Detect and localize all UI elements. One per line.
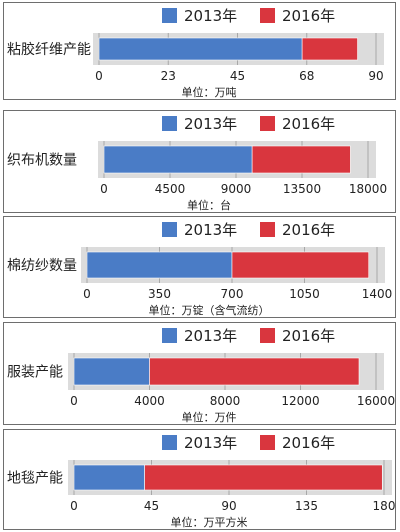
- chart-panel-viscose: 2013年 2016年粘胶纤维产能 0 23 45 68 90 单位：万吨: [3, 2, 396, 100]
- tick-label: 23: [161, 69, 176, 83]
- legend-swatch-2013: [162, 222, 177, 237]
- tick-label: 68: [299, 69, 314, 83]
- tick-label: 4000: [134, 394, 165, 408]
- tick-label: 4500: [155, 182, 186, 196]
- bar-2013: [73, 464, 145, 491]
- legend-label-2016: 2016年: [282, 7, 335, 25]
- tick-label: 135: [295, 499, 318, 513]
- legend-swatch-2013: [162, 116, 177, 131]
- bar-2016: [301, 37, 358, 61]
- unit-label: 单位：万平方米: [171, 515, 248, 529]
- tick-label: 18000: [349, 182, 387, 196]
- bar-2016: [231, 251, 370, 279]
- category-label: 地毯产能: [7, 471, 63, 487]
- tick-label: 0: [100, 182, 108, 196]
- unit-label: 单位：台: [187, 198, 231, 212]
- category-label: 粘胶纤维产能: [7, 41, 91, 58]
- bar-2016: [149, 357, 360, 386]
- chart-panel-looms: 2013年 2016年织布机数量 0 4500 9000 13500 18000 单位：台: [3, 110, 396, 213]
- legend-label-2013: 2013年: [184, 115, 237, 133]
- bar-2016: [251, 145, 351, 174]
- tick-label: 180: [373, 499, 396, 513]
- tick-label: 9000: [221, 182, 252, 196]
- category-label: 棉纺纱数量: [7, 257, 77, 274]
- unit-label: 单位：万件: [182, 410, 237, 424]
- chart-panel-spindles: 2013年 2016年棉纺纱数量 0 350 700 1050 1400 单位：万锭（含气流纺…: [3, 216, 396, 318]
- bar-2013: [73, 357, 150, 386]
- legend-swatch-2016: [260, 116, 275, 131]
- tick-label: 45: [144, 499, 159, 513]
- tick-label: 0: [95, 69, 103, 83]
- legend-swatch-2013: [162, 8, 177, 23]
- tick-label: 90: [368, 69, 383, 83]
- tick-label: 16000: [357, 394, 395, 408]
- legend-label-2013: 2013年: [184, 221, 237, 239]
- legend-label-2013: 2013年: [184, 327, 237, 345]
- legend-label-2016: 2016年: [282, 115, 335, 133]
- chart-panel-carpets: 2013年 2016年地毯产能 0 45 90 135 180 单位：万平方米: [3, 429, 396, 530]
- bar-2016: [144, 464, 383, 491]
- legend-label-2016: 2016年: [282, 434, 335, 452]
- legend-label-2013: 2013年: [184, 434, 237, 452]
- tick-label: 45: [230, 69, 245, 83]
- legend-swatch-2016: [260, 435, 275, 450]
- tick-label: 0: [70, 499, 78, 513]
- bar-2013: [103, 145, 253, 174]
- legend-swatch-2016: [260, 328, 275, 343]
- legend-label-2016: 2016年: [282, 221, 335, 239]
- legend-swatch-2016: [260, 8, 275, 23]
- tick-label: 1050: [289, 287, 320, 301]
- bar-2013: [98, 37, 303, 61]
- category-label: 织布机数量: [7, 153, 77, 169]
- category-label: 服装产能: [7, 365, 63, 381]
- legend-swatch-2013: [162, 435, 177, 450]
- tick-label: 12000: [281, 394, 319, 408]
- chart-panel-garments: 2013年 2016年服装产能 0 4000 8000 12000 16000 单位：万件: [3, 322, 396, 425]
- tick-label: 700: [221, 287, 244, 301]
- unit-label: 单位：万吨: [182, 85, 237, 99]
- tick-label: 350: [148, 287, 171, 301]
- tick-label: 13500: [283, 182, 321, 196]
- tick-label: 1400: [362, 287, 393, 301]
- legend-swatch-2016: [260, 222, 275, 237]
- tick-label: 0: [83, 287, 91, 301]
- legend-label-2016: 2016年: [282, 327, 335, 345]
- tick-label: 8000: [210, 394, 241, 408]
- tick-label: 90: [221, 499, 236, 513]
- unit-label: 单位：万锭（含气流纺）: [149, 303, 270, 317]
- bar-2013: [86, 251, 233, 279]
- tick-label: 0: [70, 394, 78, 408]
- legend-swatch-2013: [162, 328, 177, 343]
- legend-label-2013: 2013年: [184, 7, 237, 25]
